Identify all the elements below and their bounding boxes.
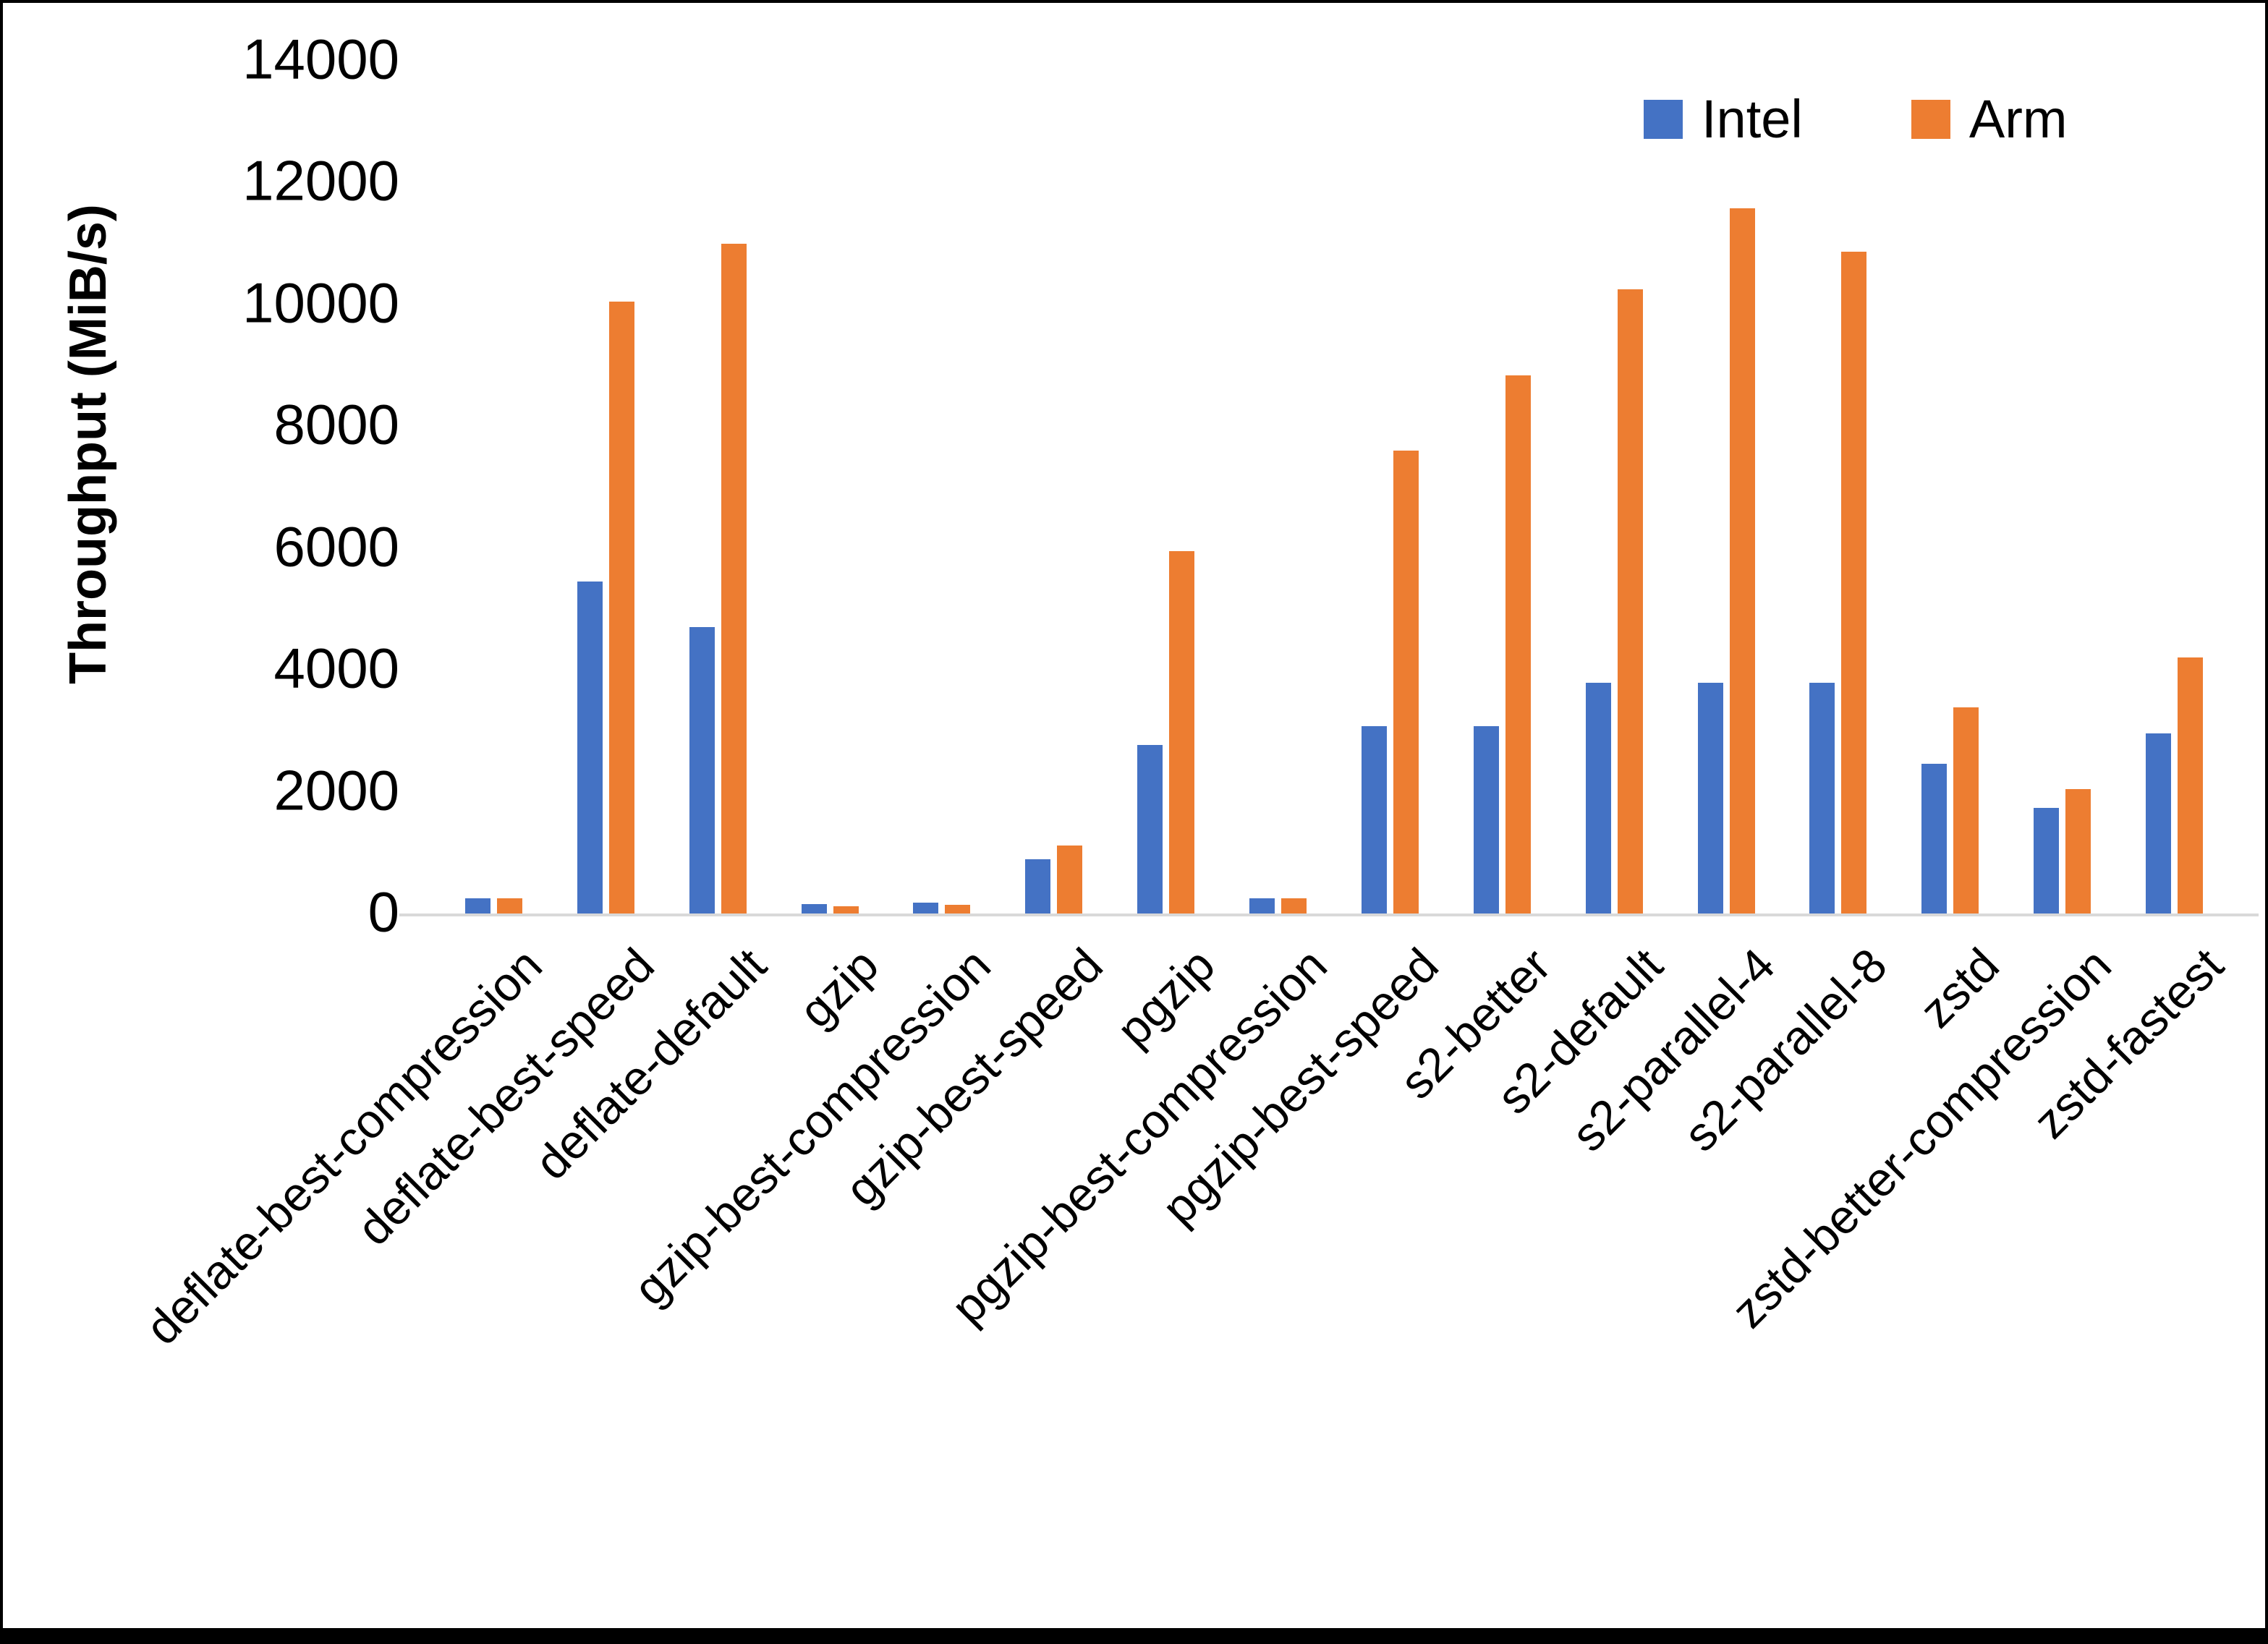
bar-arm-deflate-default <box>721 244 747 913</box>
bar-group-deflate-default <box>662 61 774 913</box>
bar-intel-deflate-default <box>689 627 715 913</box>
bar-intel-s2-better <box>1473 726 1499 913</box>
y-tick-label: 4000 <box>273 636 399 700</box>
legend-item-arm: Arm <box>1911 88 2068 150</box>
y-tick-label: 2000 <box>273 758 399 822</box>
bar-arm-pgzip-best-compression <box>1281 898 1307 913</box>
bar-intel-s2-parallel-8 <box>1809 683 1835 913</box>
bar-intel-s2-parallel-4 <box>1697 683 1723 913</box>
bar-group-s2-parallel-4 <box>1670 61 1783 913</box>
bar-arm-deflate-best-speed <box>608 302 634 913</box>
bar-intel-gzip <box>801 904 827 913</box>
x-label-zstd: zstd <box>1908 937 2009 1038</box>
x-label-gzip: gzip <box>789 937 889 1038</box>
bar-group-gzip-best-speed <box>998 61 1110 913</box>
intel-swatch-icon <box>1644 99 1683 139</box>
bar-intel-pgzip-best-compression <box>1249 898 1275 913</box>
bar-group-pgzip <box>1110 61 1222 913</box>
bar-group-deflate-best-speed <box>550 61 662 913</box>
bar-arm-deflate-best-compression <box>496 898 522 913</box>
bar-group-zstd-fastest <box>2118 61 2230 913</box>
y-tick-label: 14000 <box>242 27 399 91</box>
bar-intel-deflate-best-compression <box>464 898 490 913</box>
y-tick-label: 8000 <box>273 392 399 456</box>
arm-swatch-icon <box>1911 99 1950 139</box>
bar-intel-zstd <box>1921 764 1948 913</box>
bar-group-zstd <box>1894 61 2006 913</box>
bar-arm-zstd <box>1953 707 1979 913</box>
bar-arm-gzip-best-compression <box>945 905 971 913</box>
bar-arm-gzip-best-speed <box>1057 846 1083 913</box>
bar-intel-pgzip <box>1137 745 1163 913</box>
bar-intel-deflate-best-speed <box>577 582 603 913</box>
plot-area <box>438 61 2230 913</box>
bar-arm-gzip <box>833 906 859 913</box>
legend: Intel Arm <box>1644 88 2068 150</box>
bar-intel-gzip-best-speed <box>1025 859 1051 913</box>
bar-arm-s2-parallel-4 <box>1729 208 1755 913</box>
bar-arm-zstd-fastest <box>2178 657 2204 913</box>
legend-label-intel: Intel <box>1702 89 1803 149</box>
bar-arm-zstd-better-compression <box>2065 789 2091 913</box>
bar-group-pgzip-best-speed <box>1334 61 1446 913</box>
bar-intel-zstd-fastest <box>2146 733 2172 913</box>
x-axis-line <box>399 913 2259 916</box>
bar-group-gzip-best-compression <box>886 61 998 913</box>
bar-arm-s2-better <box>1505 375 1531 913</box>
legend-item-intel: Intel <box>1644 88 1803 150</box>
bar-arm-s2-parallel-8 <box>1841 252 1867 913</box>
bar-intel-zstd-better-compression <box>2034 808 2060 913</box>
bar-group-zstd-better-compression <box>2006 61 2118 913</box>
y-tick-label: 12000 <box>242 149 399 213</box>
bar-arm-pgzip <box>1169 551 1195 913</box>
bar-group-deflate-best-compression <box>438 61 550 913</box>
bar-group-gzip <box>774 61 886 913</box>
bar-group-s2-parallel-8 <box>1783 61 1895 913</box>
bar-intel-pgzip-best-speed <box>1361 726 1387 913</box>
bar-arm-pgzip-best-speed <box>1393 451 1419 913</box>
bar-group-s2-better <box>1446 61 1558 913</box>
y-tick-label: 0 <box>368 880 399 944</box>
bar-arm-s2-default <box>1617 289 1643 913</box>
bar-intel-s2-default <box>1585 683 1611 913</box>
y-tick-label: 10000 <box>242 271 399 335</box>
legend-label-arm: Arm <box>1968 89 2068 149</box>
bar-intel-gzip-best-compression <box>913 903 939 913</box>
y-tick-label: 6000 <box>273 514 399 579</box>
bar-group-s2-default <box>1558 61 1670 913</box>
bar-group-pgzip-best-compression <box>1222 61 1334 913</box>
